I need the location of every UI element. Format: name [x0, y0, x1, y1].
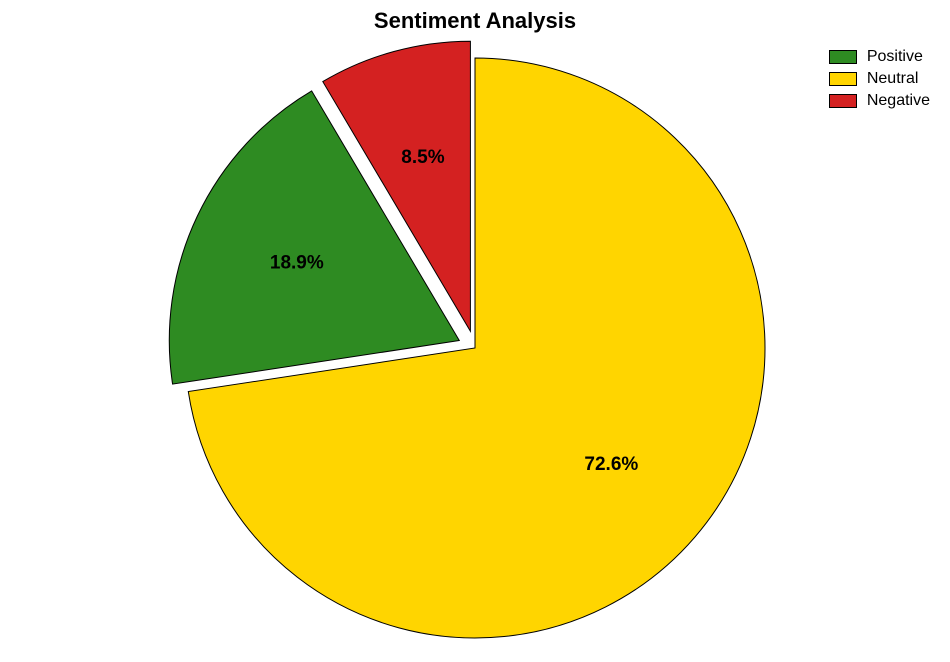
- legend-item-positive: Positive: [829, 48, 930, 66]
- legend-label-negative: Negative: [867, 92, 930, 110]
- pie-svg: 72.6% 18.9% 8.5%: [0, 0, 950, 662]
- legend-swatch-negative: [829, 94, 857, 108]
- legend-swatch-neutral: [829, 72, 857, 86]
- pie-label-negative: 8.5%: [401, 147, 444, 168]
- legend-swatch-positive: [829, 50, 857, 64]
- legend-item-negative: Negative: [829, 92, 930, 110]
- sentiment-pie-chart: Sentiment Analysis 72.6%18.9%8.5% Positi…: [0, 0, 950, 662]
- legend: Positive Neutral Negative: [829, 48, 930, 114]
- legend-item-neutral: Neutral: [829, 70, 930, 88]
- pie-label-positive: 18.9%: [270, 252, 324, 273]
- legend-label-neutral: Neutral: [867, 70, 919, 88]
- pie-label-neutral: 72.6%: [584, 454, 638, 475]
- legend-label-positive: Positive: [867, 48, 923, 66]
